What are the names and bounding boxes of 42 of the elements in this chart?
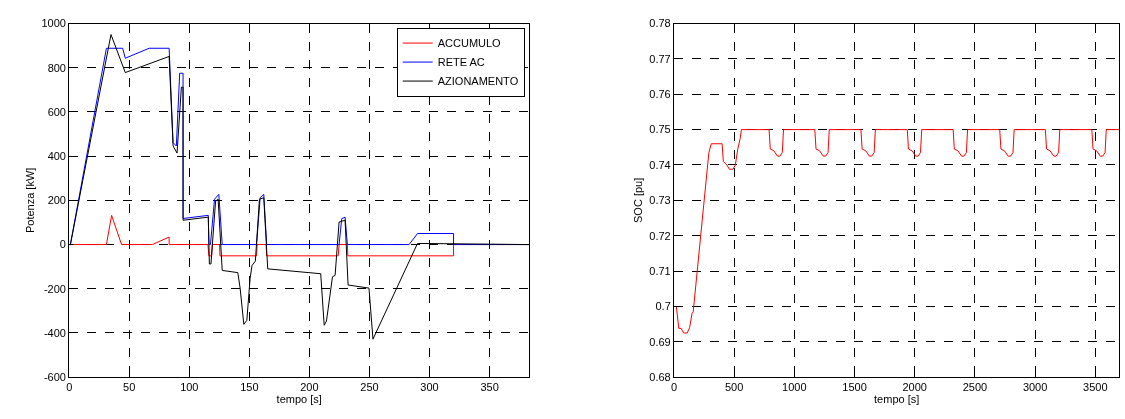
y-tick-label: 0 (59, 238, 66, 251)
x-tick-label: 1000 (782, 381, 807, 394)
y-tick-label: 0.7 (655, 300, 671, 313)
y-tick-label: 400 (47, 149, 66, 162)
y-tick-label: 0.69 (649, 335, 671, 348)
x-axis-title: tempo [s] (874, 393, 920, 406)
y-tick-label: 200 (47, 194, 66, 207)
x-tick-label: 2500 (962, 381, 988, 394)
y-tick-label: 0.77 (649, 52, 671, 65)
y-axis-title: SOC [pu] (631, 177, 644, 223)
x-tick-label: 300 (420, 381, 439, 394)
y-tick-label: 800 (47, 61, 66, 74)
line-series (673, 129, 1120, 334)
x-tick-label: 150 (240, 381, 259, 394)
x-tick-label: 250 (360, 381, 379, 394)
x-tick-label: 1500 (842, 381, 867, 394)
y-tick-label: 0.74 (649, 158, 671, 171)
x-tick-label: 200 (300, 381, 319, 394)
y-tick-label: 0.73 (649, 194, 671, 207)
y-tick-label: 0.78 (649, 17, 671, 30)
x-tick-label: 350 (480, 381, 499, 394)
x-tick-label: 100 (180, 381, 199, 394)
y-tick-label: -200 (43, 282, 66, 295)
x-tick-label: 3000 (1022, 381, 1048, 394)
y-tick-label: 1000 (41, 17, 66, 30)
y-tick-label: 0.76 (649, 88, 671, 101)
y-axis-title: Potenza [kW] (24, 167, 37, 234)
x-axis-title: tempo [s] (276, 393, 322, 406)
y-tick-label: 0.72 (649, 229, 671, 242)
x-tick-label: 50 (123, 381, 136, 394)
legend-label: AZIONAMENTO (437, 75, 519, 88)
legend-label: ACCUMULO (437, 37, 502, 50)
y-tick-label: 0.71 (649, 264, 671, 277)
y-tick-label: 600 (47, 105, 66, 118)
y-tick-label: -600 (43, 371, 66, 384)
y-tick-label: 0.75 (649, 123, 671, 136)
y-tick-label: 0.68 (649, 371, 671, 384)
legend-label: RETE AC (437, 56, 485, 69)
y-tick-label: -400 (43, 326, 66, 339)
x-tick-label: 500 (724, 381, 744, 394)
x-tick-label: 2000 (902, 381, 927, 394)
x-tick-label: 3500 (1083, 381, 1108, 394)
